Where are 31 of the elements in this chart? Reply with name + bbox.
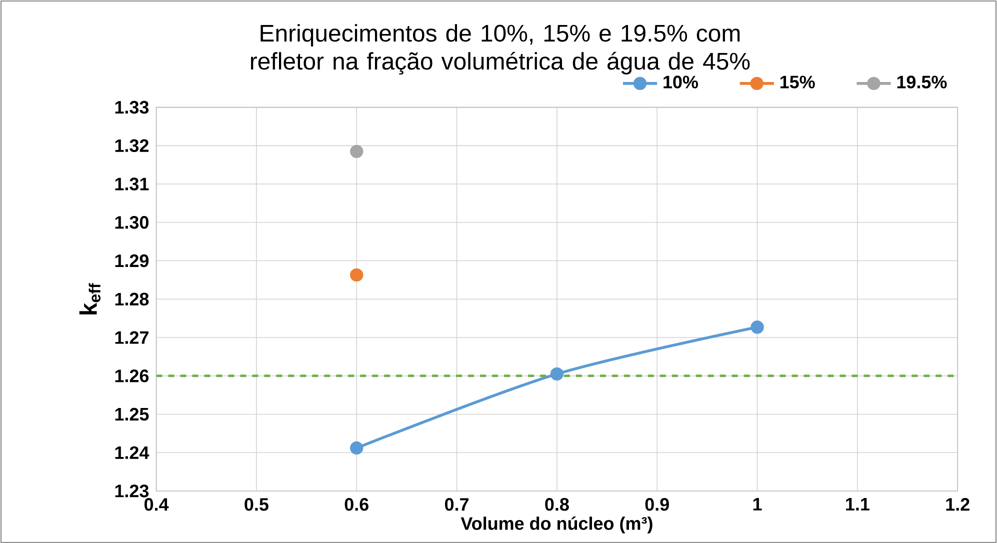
point — [350, 268, 364, 282]
x-tick-label: 0.8 — [545, 498, 569, 511]
y-tick-label: 1.31 — [115, 177, 149, 190]
x-tick-label: 1.2 — [946, 498, 970, 510]
y-tick-label: 1.27 — [115, 331, 148, 344]
x-tick-label: 1.1 — [846, 498, 870, 510]
x-tick-label: 0.4 — [144, 498, 169, 511]
y-tick-label: 1.30 — [115, 216, 148, 229]
y-tick-label: 1.32 — [115, 139, 148, 152]
legend-label: 19.5% — [897, 75, 947, 88]
y-tick-label: 1.24 — [115, 446, 150, 459]
x-axis-title: Volume do núcleo (m³) — [460, 516, 652, 534]
x-tick-label: 0.7 — [444, 498, 468, 511]
y-tick-label: 1.25 — [115, 408, 149, 420]
y-axis-title: k$_{eff}$ — [79, 283, 100, 314]
point — [750, 320, 764, 334]
point — [350, 441, 364, 454]
y-tick-label: 1.29 — [115, 254, 149, 267]
x-tick-label: 1 — [753, 498, 762, 510]
point — [550, 367, 564, 380]
y-tick-label: 1.28 — [115, 292, 149, 306]
chart-title: Enriquecimentos de 10%, 15% e 19.5% com refletor na fração volumétrica de água de 45% — [250, 24, 750, 74]
y-tick-label: 1.26 — [115, 369, 149, 382]
legend-label: 10% — [664, 75, 698, 88]
y-tick-label: 1.23 — [115, 484, 149, 498]
x-tick-label: 0.6 — [344, 498, 368, 511]
x-tick-label: 0.5 — [244, 498, 268, 511]
y-tick-label: 1.33 — [115, 100, 149, 114]
legend-label: 15% — [780, 76, 815, 88]
x-tick-label: 0.9 — [645, 498, 669, 511]
point — [350, 144, 364, 158]
